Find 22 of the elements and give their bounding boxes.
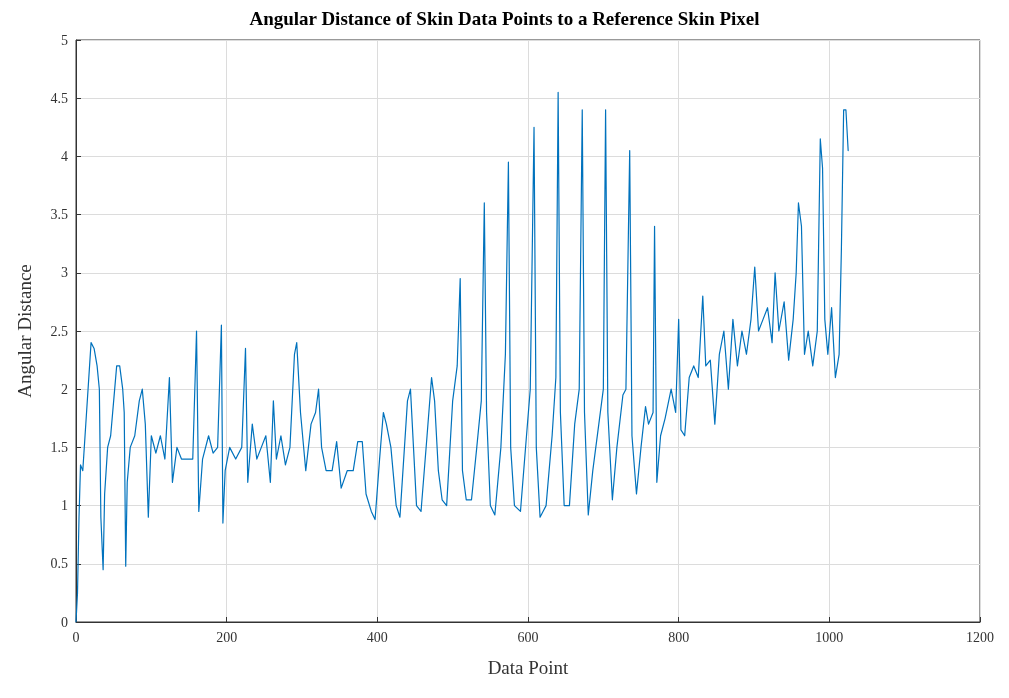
x-axis-title: Data Point (487, 657, 570, 678)
x-tick-label: 800 (668, 629, 690, 645)
y-tick-label: 0.5 (50, 556, 68, 572)
x-tick-label: 600 (517, 629, 539, 645)
y-tick-label: 3.5 (50, 207, 68, 223)
y-tick-label: 3 (61, 265, 68, 281)
y-axis-title: Angular Distance (14, 264, 35, 398)
y-tick-label: 4 (61, 148, 68, 164)
x-tick-label: 1000 (815, 629, 844, 645)
y-tick-label: 2 (61, 381, 68, 397)
x-tick-label: 400 (366, 629, 388, 645)
line-series (75, 91, 849, 623)
y-tick-label: 2.5 (50, 323, 68, 339)
x-tick-label: 1200 (966, 629, 994, 645)
y-tick-label: 1 (61, 498, 68, 514)
chart-title: Angular Distance of Skin Data Points to a Reference Skin Pixel (249, 8, 760, 29)
x-tick-label: 200 (216, 629, 238, 645)
y-tick-label: 5 (61, 32, 68, 48)
y-tick-label: 1.5 (50, 439, 68, 455)
y-tick-label: 0 (61, 614, 68, 630)
x-tick-label: 0 (72, 629, 80, 645)
y-tick-label: 4.5 (50, 90, 68, 106)
